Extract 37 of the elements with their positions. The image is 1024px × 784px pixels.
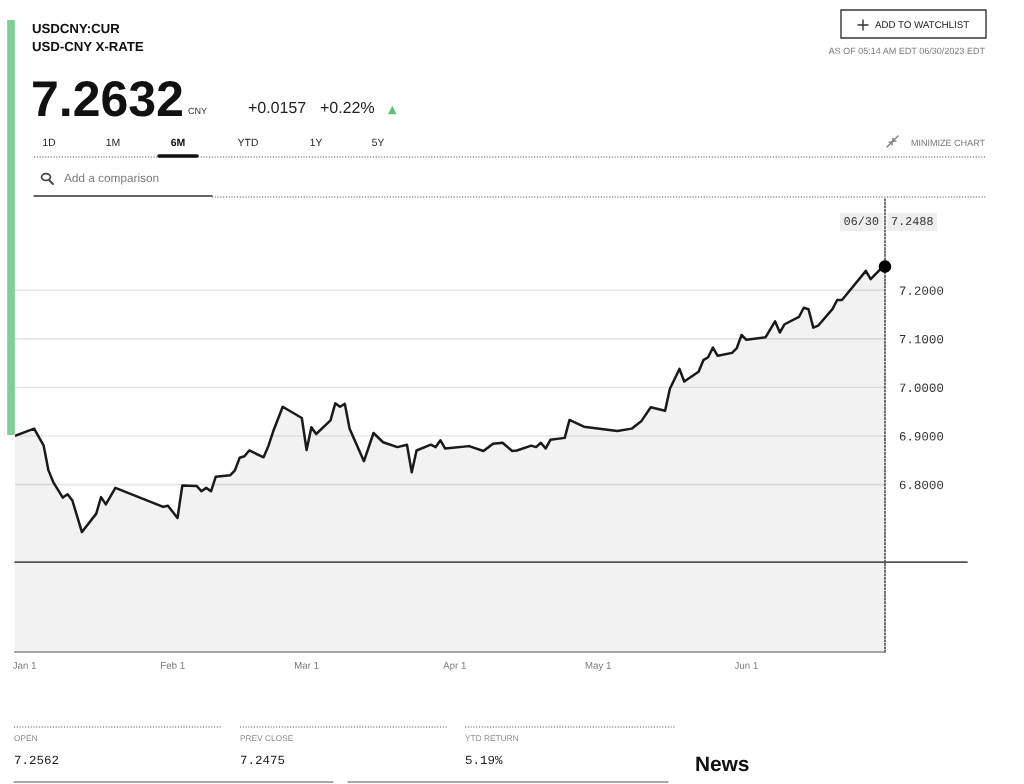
x-tick-label: May 1 xyxy=(585,662,611,671)
text: 1D xyxy=(43,138,56,146)
text: YTD RETURN xyxy=(465,735,519,742)
chart-title: USDCNY:CUR xyxy=(32,23,120,34)
text: OPEN xyxy=(14,735,37,742)
x-tick-label: Feb 1 xyxy=(161,661,185,669)
text: ▲ xyxy=(388,105,397,115)
chart-subtitle: USD-CNY X-RATE xyxy=(32,41,144,52)
text: 7.2488 xyxy=(891,217,933,226)
y-tick-label: 7.1000 xyxy=(899,334,944,344)
y-tick-label: 6.9000 xyxy=(899,432,944,441)
text: PREV CLOSE xyxy=(240,735,293,742)
text: +0.0157 xyxy=(248,101,306,114)
text: 5.19% xyxy=(465,755,503,765)
y-tick-label: 7.2000 xyxy=(899,286,944,295)
text: 1Y xyxy=(310,138,323,146)
text: +0.22% xyxy=(320,101,375,114)
x-tick-label: Mar 1 xyxy=(294,662,319,669)
text: CNY xyxy=(188,107,207,115)
text: News xyxy=(696,756,749,772)
annotation: 06/30 xyxy=(844,216,879,226)
text: MINIMIZE CHART xyxy=(911,139,985,147)
text: 5Y xyxy=(372,138,385,147)
y-tick-label: 7.0000 xyxy=(899,383,944,393)
text: 7.2562 xyxy=(14,755,59,765)
x-tick-label: Apr 1 xyxy=(443,662,466,671)
text: 1M xyxy=(106,138,120,146)
x-tick-label: Jun 1 xyxy=(734,662,758,669)
text: 6M xyxy=(171,138,185,147)
text: AS OF 05:14 AM EDT 06/30/2023 EDT xyxy=(828,47,985,55)
x-tick-label: Jan 1 xyxy=(12,662,36,669)
text: 7.2475 xyxy=(240,755,285,765)
y-tick-label: 6.8000 xyxy=(899,480,944,490)
text: 7.2632 xyxy=(33,81,182,117)
text: Add a comparison xyxy=(64,173,159,185)
text: YTD xyxy=(237,138,258,146)
text: ADD TO WATCHLIST xyxy=(875,21,969,29)
